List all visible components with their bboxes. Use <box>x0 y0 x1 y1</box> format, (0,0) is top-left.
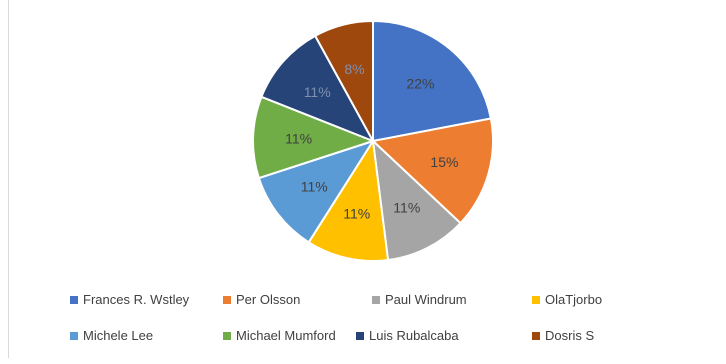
legend-label: Dosris S <box>545 328 595 343</box>
chart-legend: Frances R. Wstley Per Olsson Paul Windru… <box>70 292 670 364</box>
pie-data-label: 11% <box>343 206 370 222</box>
left-border-line <box>8 0 9 358</box>
pie-slice-luis-rubalcaba <box>260 34 376 143</box>
legend-swatch <box>356 331 364 340</box>
legend-item-frances-r-wstley: Frances R. Wstley <box>70 292 189 307</box>
pie-slice-olatjorbo <box>307 138 390 262</box>
legend-label: Paul Windrum <box>385 292 467 307</box>
legend-swatch <box>223 295 231 304</box>
pie-slice-frances-r-wstley <box>372 19 493 143</box>
legend-label: OlaTjorbo <box>545 292 603 307</box>
legend-row-1: Frances R. Wstley Per Olsson Paul Windru… <box>70 292 670 312</box>
legend-swatch <box>532 331 540 340</box>
legend-label: Michele Lee <box>83 328 154 343</box>
legend-item-per-olsson: Per Olsson <box>223 292 300 307</box>
legend-swatch <box>532 295 540 304</box>
pie-data-label: 15% <box>430 154 458 170</box>
legend-item-dosris-s: Dosris S <box>532 328 594 343</box>
legend-swatch <box>70 331 78 340</box>
pie-data-label: 22% <box>406 76 434 92</box>
legend-item-michele-lee: Michele Lee <box>70 328 153 343</box>
legend-label: Frances R. Wstley <box>83 292 190 307</box>
legend-swatch <box>70 295 78 304</box>
pie-slice-michele-lee <box>257 139 376 244</box>
legend-label: Luis Rubalcaba <box>369 328 459 343</box>
pie-data-label: 8% <box>344 61 364 77</box>
pie-slice-michael-mumford <box>252 95 376 180</box>
legend-swatch <box>223 331 231 340</box>
pie-data-label: 11% <box>285 131 312 147</box>
pie-slice-paul-windrum <box>371 138 462 262</box>
legend-row-2: Michele Lee Michael Mumford Luis Rubalca… <box>70 328 670 348</box>
legend-item-michael-mumford: Michael Mumford <box>223 328 336 343</box>
legend-item-olatjorbo: OlaTjorbo <box>532 292 602 307</box>
pie-slice-per-olsson <box>370 117 494 225</box>
pie-slice-dosris-s <box>313 19 374 142</box>
legend-swatch <box>372 295 380 304</box>
legend-item-luis-rubalcaba: Luis Rubalcaba <box>356 328 459 343</box>
legend-label: Per Olsson <box>236 292 301 307</box>
legend-item-paul-windrum: Paul Windrum <box>372 292 467 307</box>
legend-label: Michael Mumford <box>236 328 336 343</box>
pie-data-label: 11% <box>393 199 420 215</box>
pie-data-label: 11% <box>301 179 328 195</box>
pie-data-label: 11% <box>304 84 331 100</box>
